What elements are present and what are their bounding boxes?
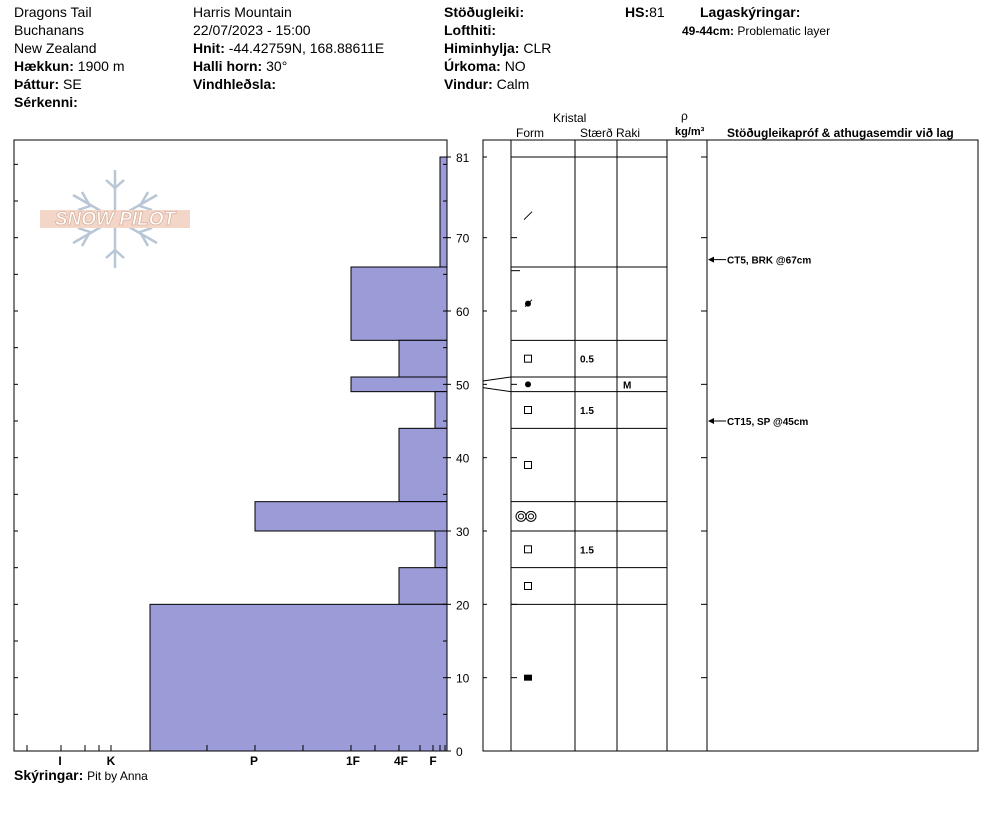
depth-tick-label: 20 bbox=[456, 598, 470, 612]
layer-connector bbox=[483, 388, 511, 392]
hardness-tick-label: 4F bbox=[394, 754, 408, 768]
double-ring-symbol bbox=[516, 511, 526, 521]
grain-size-label: 1.5 bbox=[580, 406, 594, 417]
dot-symbol bbox=[525, 381, 531, 387]
logo-text: SNOW PILOT bbox=[55, 209, 177, 230]
depth-tick-label: 50 bbox=[456, 378, 470, 392]
grain-size-label: 0.5 bbox=[580, 355, 594, 366]
square-symbol bbox=[525, 583, 532, 590]
double-ring-symbol bbox=[519, 514, 524, 519]
hardness-bar bbox=[351, 377, 447, 392]
depth-tick-label: 70 bbox=[456, 232, 470, 246]
depth-tick-label: 30 bbox=[456, 525, 470, 539]
square-symbol bbox=[525, 462, 532, 469]
hardness-bar bbox=[435, 392, 447, 429]
hardness-bar bbox=[399, 428, 447, 501]
hardness-tick-label: P bbox=[250, 754, 258, 768]
layer-table-frame bbox=[483, 140, 978, 751]
depth-tick-label: 40 bbox=[456, 452, 470, 466]
hardness-tick-label: 1F bbox=[346, 754, 360, 768]
snowpilot-logo: SNOW PILOT bbox=[40, 170, 190, 268]
depth-tick-label: 81 bbox=[456, 151, 470, 165]
hardness-tick-label: K bbox=[107, 754, 116, 768]
hardness-bar bbox=[399, 340, 447, 377]
hardness-bar bbox=[255, 502, 447, 531]
slash-symbol bbox=[524, 212, 532, 220]
test-label: CT5, BRK @67cm bbox=[727, 256, 811, 267]
grain-size-label: 1.5 bbox=[580, 545, 594, 556]
hardness-tick-label: I bbox=[58, 754, 61, 768]
double-ring-symbol bbox=[529, 514, 534, 519]
square-symbol bbox=[525, 355, 532, 362]
hardness-bar bbox=[150, 604, 447, 751]
layer-connector bbox=[483, 377, 511, 381]
test-pointer-arrow bbox=[708, 418, 714, 424]
test-label: CT15, SP @45cm bbox=[727, 417, 808, 428]
hardness-tick-label: F bbox=[429, 754, 436, 768]
square-symbol bbox=[525, 407, 532, 414]
moisture-label: M bbox=[623, 380, 631, 391]
depth-tick-label: 10 bbox=[456, 672, 470, 686]
hardness-bar bbox=[440, 157, 447, 267]
hardness-bar bbox=[351, 267, 447, 340]
hardness-bar bbox=[435, 531, 447, 568]
square-symbol bbox=[525, 546, 532, 553]
test-pointer-arrow bbox=[708, 257, 714, 263]
filled-square-symbol bbox=[524, 675, 532, 681]
depth-tick-label: 0 bbox=[456, 745, 463, 759]
depth-tick-label: 60 bbox=[456, 305, 470, 319]
hardness-bar bbox=[399, 568, 447, 605]
double-ring-symbol bbox=[526, 511, 536, 521]
